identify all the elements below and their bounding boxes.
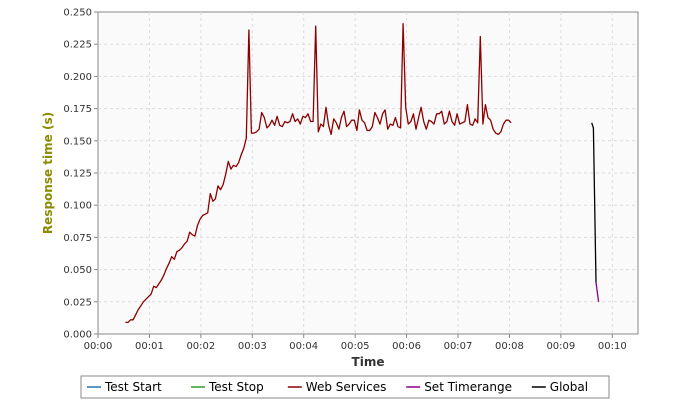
y-tick-label: 0.075: [63, 233, 92, 244]
x-tick-label: 00:04: [289, 341, 318, 352]
y-tick-label: 0.250: [63, 8, 92, 19]
x-tick-label: 00:00: [84, 341, 113, 352]
y-tick-label: 0.100: [63, 201, 92, 212]
x-tick-label: 00:06: [392, 341, 421, 352]
legend-label-web-services: Web Services: [306, 380, 387, 394]
x-tick-label: 00:09: [546, 341, 575, 352]
grid: [98, 12, 638, 334]
x-tick-label: 00:03: [238, 341, 267, 352]
series-line-web-services: [125, 22, 512, 324]
legend-label-test-start: Test Start: [104, 380, 162, 394]
legend-label-test-stop: Test Stop: [208, 380, 264, 394]
y-tick-label: 0.050: [63, 265, 92, 276]
x-tick-label: 00:02: [186, 341, 215, 352]
series-line-global: [591, 122, 597, 283]
series-layer: [125, 22, 600, 324]
legend-label-set-timerange: Set Timerange: [424, 380, 512, 394]
x-tick-label: 00:01: [135, 341, 164, 352]
y-tick-label: 0.200: [63, 72, 92, 83]
y-tick-label: 0.125: [63, 169, 92, 180]
y-tick-label: 0.025: [63, 297, 92, 308]
legend: Test Start Test Stop Web Services Set Timer…: [80, 375, 610, 399]
legend-label-global: Global: [550, 380, 588, 394]
x-tick-label: 00:05: [341, 341, 370, 352]
y-axis-title: Response time (s): [41, 112, 55, 234]
x-tick-label: 00:07: [444, 341, 473, 352]
x-axis-title: Time: [352, 355, 385, 369]
x-tick-label: 00:08: [495, 341, 524, 352]
axes: 0.000 0.025 0.050 0.075 0.100 0.125 0.150 0.175…: [63, 8, 626, 353]
y-tick-label: 0.150: [63, 136, 92, 147]
legend-box: [80, 375, 610, 399]
y-tick-label: 0.000: [63, 330, 92, 341]
y-tick-label: 0.175: [63, 104, 92, 115]
series-line-set-timerange: [595, 282, 600, 302]
x-tick-label: 00:10: [598, 341, 627, 352]
y-tick-label: 0.225: [63, 40, 92, 51]
